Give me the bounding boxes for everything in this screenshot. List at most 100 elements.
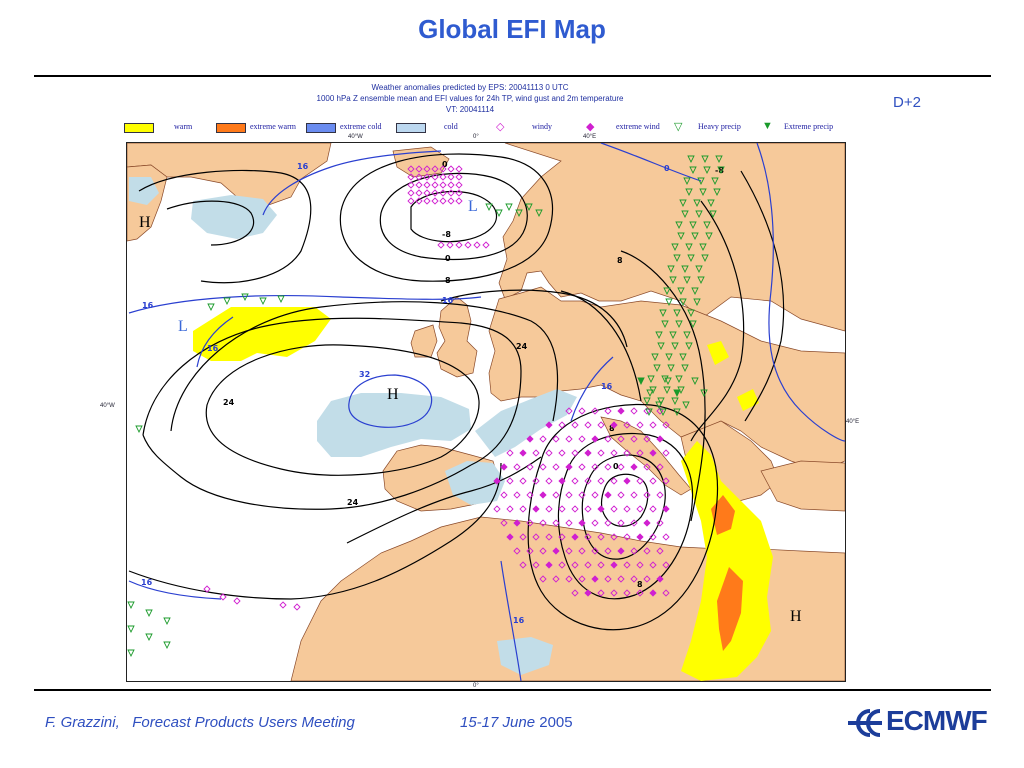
extreme-wind-marker	[617, 547, 625, 555]
windy-marker	[431, 173, 439, 181]
windy-marker	[578, 575, 586, 583]
isobar-16-central	[570, 356, 614, 422]
extreme-wind-marker	[617, 407, 625, 415]
date-month: June	[502, 714, 536, 731]
extreme-wind-marker	[558, 477, 566, 485]
turkey-land	[760, 460, 845, 512]
heavy-precip-marker	[713, 188, 721, 197]
extreme-cold-swatch	[306, 123, 336, 133]
windy-marker	[558, 421, 566, 429]
windy-marker	[519, 505, 527, 513]
extreme-wind-marker	[571, 533, 579, 541]
windy-marker	[439, 173, 447, 181]
low-pressure-label: L	[178, 318, 188, 335]
windy-marker	[446, 241, 454, 249]
extreme-wind-marker	[584, 589, 592, 597]
windy-marker	[636, 505, 644, 513]
heavy-precip-marker	[667, 265, 675, 274]
windy-marker	[565, 407, 573, 415]
warm-swatch	[124, 123, 154, 133]
heavy-precip-marker	[685, 342, 693, 351]
lon-label-bottom: 0°	[473, 683, 479, 689]
windy-marker	[591, 547, 599, 555]
heavy-precip-marker	[655, 401, 663, 410]
heavy-precip-marker	[695, 210, 703, 219]
heavy-precip-marker	[691, 377, 699, 386]
windy-marker	[439, 189, 447, 197]
windy-marker	[597, 449, 605, 457]
isobar-0-top	[600, 143, 702, 182]
windy-marker	[203, 585, 211, 593]
windy-marker	[558, 449, 566, 457]
windy-marker	[407, 189, 415, 197]
heavy-precip-marker	[657, 342, 665, 351]
ecmwf-logo-icon	[848, 709, 882, 737]
contour-labels: 16 16 16 16 16 16 0 0 0 -8 8 8 8 24 24 2…	[141, 160, 724, 625]
contour-label: 16	[207, 344, 219, 353]
extreme-wind-marker	[649, 589, 657, 597]
isobar-high-24-left	[142, 317, 522, 466]
windy-marker	[662, 449, 670, 457]
heavy-precip-marker	[665, 298, 673, 307]
windy-marker	[578, 491, 586, 499]
windy-marker	[447, 173, 455, 181]
heavy-precip-marker	[679, 353, 687, 362]
windy-marker	[643, 407, 651, 415]
extreme-wind-marker	[584, 449, 592, 457]
windy-marker	[532, 449, 540, 457]
heavy-precip-marker	[671, 342, 679, 351]
windy-marker	[455, 241, 463, 249]
windy-marker	[279, 601, 287, 609]
heavy-precip-marker	[657, 397, 665, 406]
isobar-east-3	[690, 200, 745, 442]
heavy-precip-marker	[505, 203, 513, 212]
lon-label-top-right: 40°E	[583, 134, 597, 140]
windy-marker	[604, 463, 612, 471]
windy-marker	[552, 491, 560, 499]
windy-marker	[571, 449, 579, 457]
heavy-precip-marker	[681, 364, 689, 373]
windy-marker	[473, 241, 481, 249]
windy-marker	[552, 519, 560, 527]
filled-diamond-icon: ◆	[586, 121, 595, 133]
heavy-precip-marker	[659, 408, 667, 417]
isobar-high-24-inner	[205, 344, 480, 476]
windy-marker	[636, 589, 644, 597]
windy-marker	[610, 449, 618, 457]
windy-marker	[656, 407, 664, 415]
windy-marker	[643, 491, 651, 499]
contour-label: 8	[637, 580, 643, 589]
windy-marker	[539, 519, 547, 527]
windy-marker	[513, 547, 521, 555]
heavy-precip-marker	[677, 232, 685, 241]
heavy-precip-marker	[646, 389, 654, 398]
windy-marker	[617, 575, 625, 583]
heavy-precip-marker	[663, 386, 671, 395]
extreme-wind-marker	[493, 477, 501, 485]
heavy-precip-marker	[653, 364, 661, 373]
pressure-centres: H H H H L L	[139, 198, 802, 625]
isobar-24-outer-left	[170, 301, 559, 432]
windy-marker	[513, 463, 521, 471]
windy-marker	[506, 505, 514, 513]
heavy-precip-marker	[671, 243, 679, 252]
map-header-line-3: VT: 20041114	[445, 105, 495, 114]
windy-marker	[643, 463, 651, 471]
warm-area-balkans	[681, 441, 773, 681]
heavy-precip-marker	[685, 243, 693, 252]
windy-marker	[493, 505, 501, 513]
windy-marker	[636, 449, 644, 457]
windy-marker	[545, 533, 553, 541]
filled-triangle-icon: ▼	[762, 120, 773, 132]
contour-label: 16	[442, 296, 454, 305]
extreme-wind-marker	[526, 435, 534, 443]
isobars-black	[128, 153, 785, 631]
windy-marker	[578, 547, 586, 555]
heavy-precip-marker	[647, 375, 655, 384]
windy-marker	[656, 547, 664, 555]
map-header-line-1: Weather anomalies predicted by EPS: 2004…	[371, 83, 569, 92]
author-name: F. Grazzini,	[45, 714, 120, 731]
windy-marker	[558, 505, 566, 513]
heavy-precip-marker	[685, 188, 693, 197]
heavy-precip-marker	[683, 331, 691, 340]
